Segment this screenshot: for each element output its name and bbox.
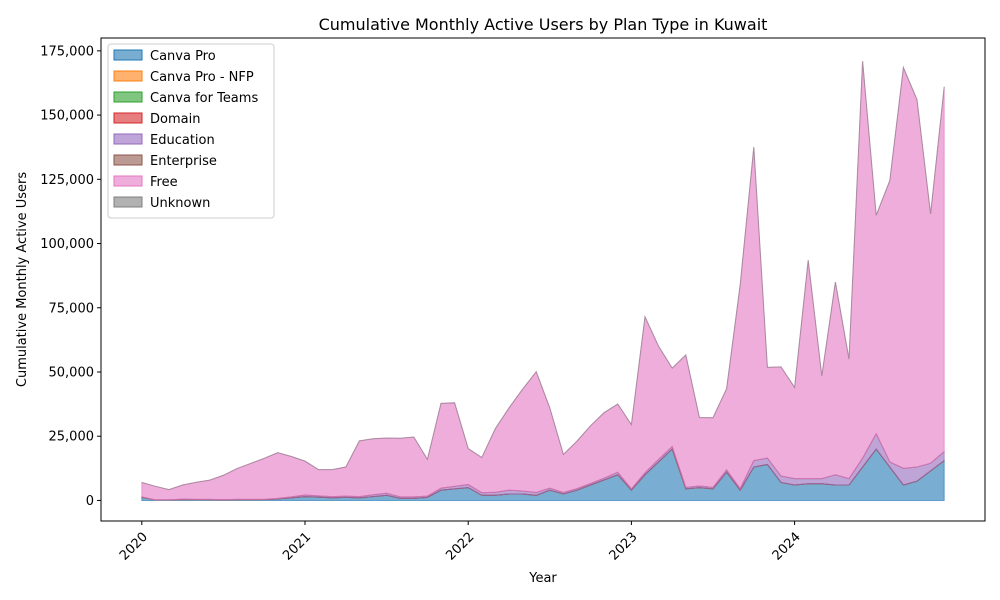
x-axis: 2020 2021 2022 2023 2024 <box>117 521 804 564</box>
legend-swatch-canva-pro-nfp <box>113 70 143 82</box>
area-layers <box>141 61 945 501</box>
legend-label-unknown: Unknown <box>150 196 210 211</box>
y-tick-label: 150,000 <box>40 109 94 124</box>
legend-swatch-domain <box>113 112 143 124</box>
x-tick-label: 2024 <box>770 530 804 564</box>
y-axis-title: Cumulative Monthly Active Users <box>15 172 30 387</box>
y-tick-label: 25,000 <box>49 430 95 445</box>
legend-box <box>107 43 275 219</box>
legend-swatch-unknown <box>113 196 143 208</box>
y-tick-label: 175,000 <box>40 44 94 59</box>
x-axis-title: Year <box>528 571 557 586</box>
x-tick-label: 2023 <box>607 530 641 564</box>
y-tick-label: 125,000 <box>40 173 94 188</box>
plot-frame <box>100 37 986 522</box>
y-tick-label: 75,000 <box>49 301 95 316</box>
legend-swatch-canva-for-teams <box>113 91 143 103</box>
chart-title: Cumulative Monthly Active Users by Plan … <box>319 15 768 34</box>
legend-label-free: Free <box>150 175 178 190</box>
legend-swatch-enterprise <box>113 154 143 166</box>
x-tick-label: 2020 <box>117 530 151 564</box>
legend-label-education: Education <box>150 133 215 148</box>
y-axis: 0 25,000 50,000 75,000 100,000 125,000 150,000… <box>40 44 101 509</box>
area-unknown <box>141 61 945 491</box>
legend-label-canva-for-teams: Canva for Teams <box>150 91 258 106</box>
legend-swatch-free <box>113 175 143 187</box>
y-tick-label: 100,000 <box>40 237 94 252</box>
legend-swatch-canva-pro <box>113 49 143 61</box>
legend: Canva Pro Canva Pro - NFP Canva for Teams D… <box>107 43 275 219</box>
legend-swatch-education <box>113 133 143 145</box>
y-tick-label: 0 <box>86 494 94 509</box>
legend-label-enterprise: Enterprise <box>150 154 217 169</box>
y-tick-label: 50,000 <box>49 365 95 380</box>
x-tick-label: 2022 <box>443 530 477 564</box>
legend-label-domain: Domain <box>150 112 200 127</box>
legend-label-canva-pro: Canva Pro <box>150 49 216 64</box>
x-tick-label: 2021 <box>280 530 314 564</box>
legend-label-canva-pro-nfp: Canva Pro - NFP <box>150 70 254 85</box>
